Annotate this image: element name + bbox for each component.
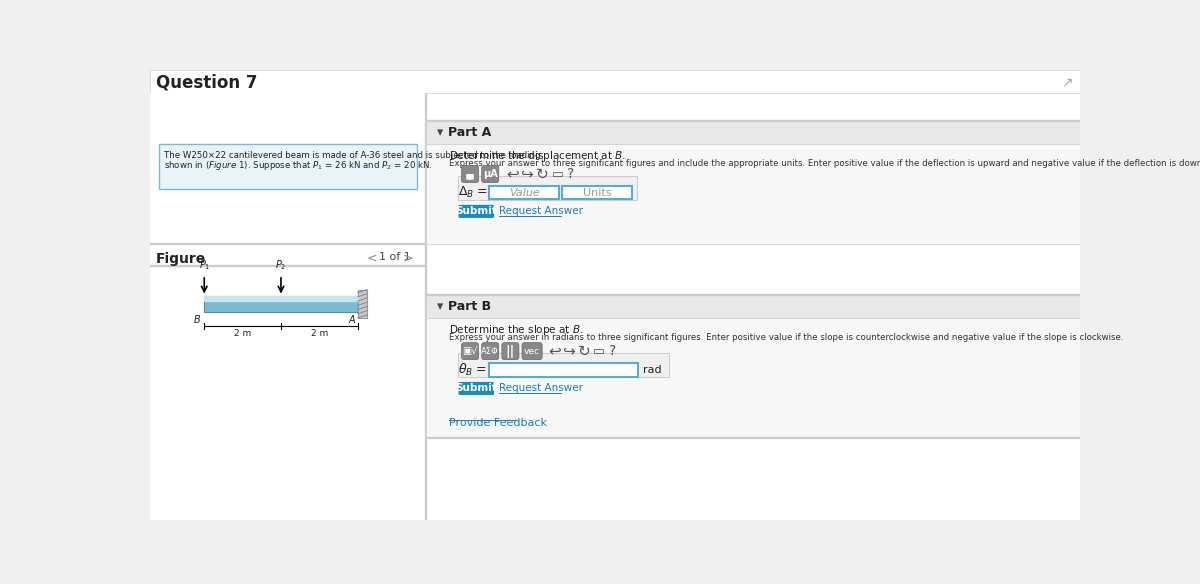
Text: $A$: $A$ (348, 314, 356, 325)
FancyBboxPatch shape (458, 382, 494, 395)
Text: ||: || (505, 345, 515, 357)
Text: Question 7: Question 7 (156, 74, 258, 92)
Bar (150, 70, 1080, 93)
FancyBboxPatch shape (481, 165, 499, 183)
Text: $\theta_B$ =: $\theta_B$ = (458, 361, 487, 378)
Text: Express your answer to three significant figures and include the appropriate uni: Express your answer to three significant… (449, 159, 1200, 168)
Text: <: < (367, 252, 378, 265)
Text: Submit: Submit (455, 384, 497, 394)
Text: ▭: ▭ (593, 345, 605, 357)
FancyBboxPatch shape (462, 165, 479, 183)
Bar (458, 353, 670, 377)
Text: ▭: ▭ (552, 168, 563, 180)
Bar (426, 294, 1080, 295)
Text: ▣√: ▣√ (462, 346, 478, 356)
Bar (358, 290, 367, 318)
Text: Determine the slope at $B$.: Determine the slope at $B$. (449, 324, 584, 338)
Text: ↪: ↪ (563, 343, 575, 359)
FancyBboxPatch shape (522, 343, 542, 360)
Text: shown in ($\mathit{Figure\ 1}$). Suppose that $P_1$ = 26 kN and $P_2$ = 20 kN.: shown in ($\mathit{Figure\ 1}$). Suppose… (164, 159, 432, 172)
Text: ↻: ↻ (578, 343, 590, 359)
Text: >: > (403, 252, 413, 265)
Bar (204, 297, 358, 312)
Text: μA: μA (482, 169, 498, 179)
Bar (150, 93, 426, 520)
Bar (563, 186, 632, 200)
Text: ↩: ↩ (548, 343, 562, 359)
Text: 2 m: 2 m (311, 329, 328, 338)
Bar (426, 318, 1080, 438)
Text: ?: ? (566, 167, 575, 181)
Text: Units: Units (583, 187, 612, 197)
Bar (204, 297, 358, 301)
Text: AΣΦ: AΣΦ (481, 347, 499, 356)
Text: $B$: $B$ (193, 314, 202, 325)
FancyBboxPatch shape (458, 205, 494, 218)
Text: Determine the displacement at $B$.: Determine the displacement at $B$. (449, 150, 626, 164)
Text: vec: vec (524, 347, 540, 356)
Text: Value: Value (509, 187, 540, 197)
Bar (426, 144, 1080, 244)
Bar (426, 120, 1080, 121)
Text: Request Answer: Request Answer (499, 206, 583, 217)
Text: Submit: Submit (455, 206, 497, 217)
Text: Request Answer: Request Answer (499, 384, 583, 394)
Text: 1 of 1: 1 of 1 (379, 252, 412, 262)
Text: ↩: ↩ (506, 166, 520, 182)
Bar (426, 121, 1080, 144)
Text: rad: rad (643, 364, 661, 374)
Text: ?: ? (608, 344, 616, 358)
Bar (426, 437, 1080, 438)
Bar (490, 363, 638, 377)
Text: ▗▖: ▗▖ (462, 169, 479, 179)
Text: ▾: ▾ (437, 300, 443, 313)
Text: The W250×22 cantilevered beam is made of A-36 steel and is subjected to the load: The W250×22 cantilevered beam is made of… (164, 151, 540, 160)
Text: 2 m: 2 m (234, 329, 251, 338)
Text: $P_2$: $P_2$ (275, 258, 287, 272)
Text: ↪: ↪ (521, 166, 533, 182)
Text: Figure: Figure (156, 252, 206, 266)
Text: ↻: ↻ (536, 166, 548, 182)
Bar (426, 295, 1080, 318)
Bar (490, 186, 559, 200)
Text: Part A: Part A (448, 126, 491, 139)
Text: Part B: Part B (448, 300, 491, 313)
FancyBboxPatch shape (502, 343, 518, 360)
Text: $P_1$: $P_1$ (198, 258, 210, 272)
Text: ↗: ↗ (1061, 75, 1073, 89)
FancyBboxPatch shape (481, 343, 499, 360)
Text: $\Delta_B$ =: $\Delta_B$ = (458, 185, 488, 200)
Text: Provide Feedback: Provide Feedback (449, 418, 547, 428)
Text: ▾: ▾ (437, 126, 443, 139)
Text: Express your answer in radians to three significant figures. Enter positive valu: Express your answer in radians to three … (449, 333, 1123, 342)
Bar (150, 265, 426, 266)
Bar (160, 144, 416, 189)
FancyBboxPatch shape (462, 343, 479, 360)
Bar (458, 176, 637, 200)
